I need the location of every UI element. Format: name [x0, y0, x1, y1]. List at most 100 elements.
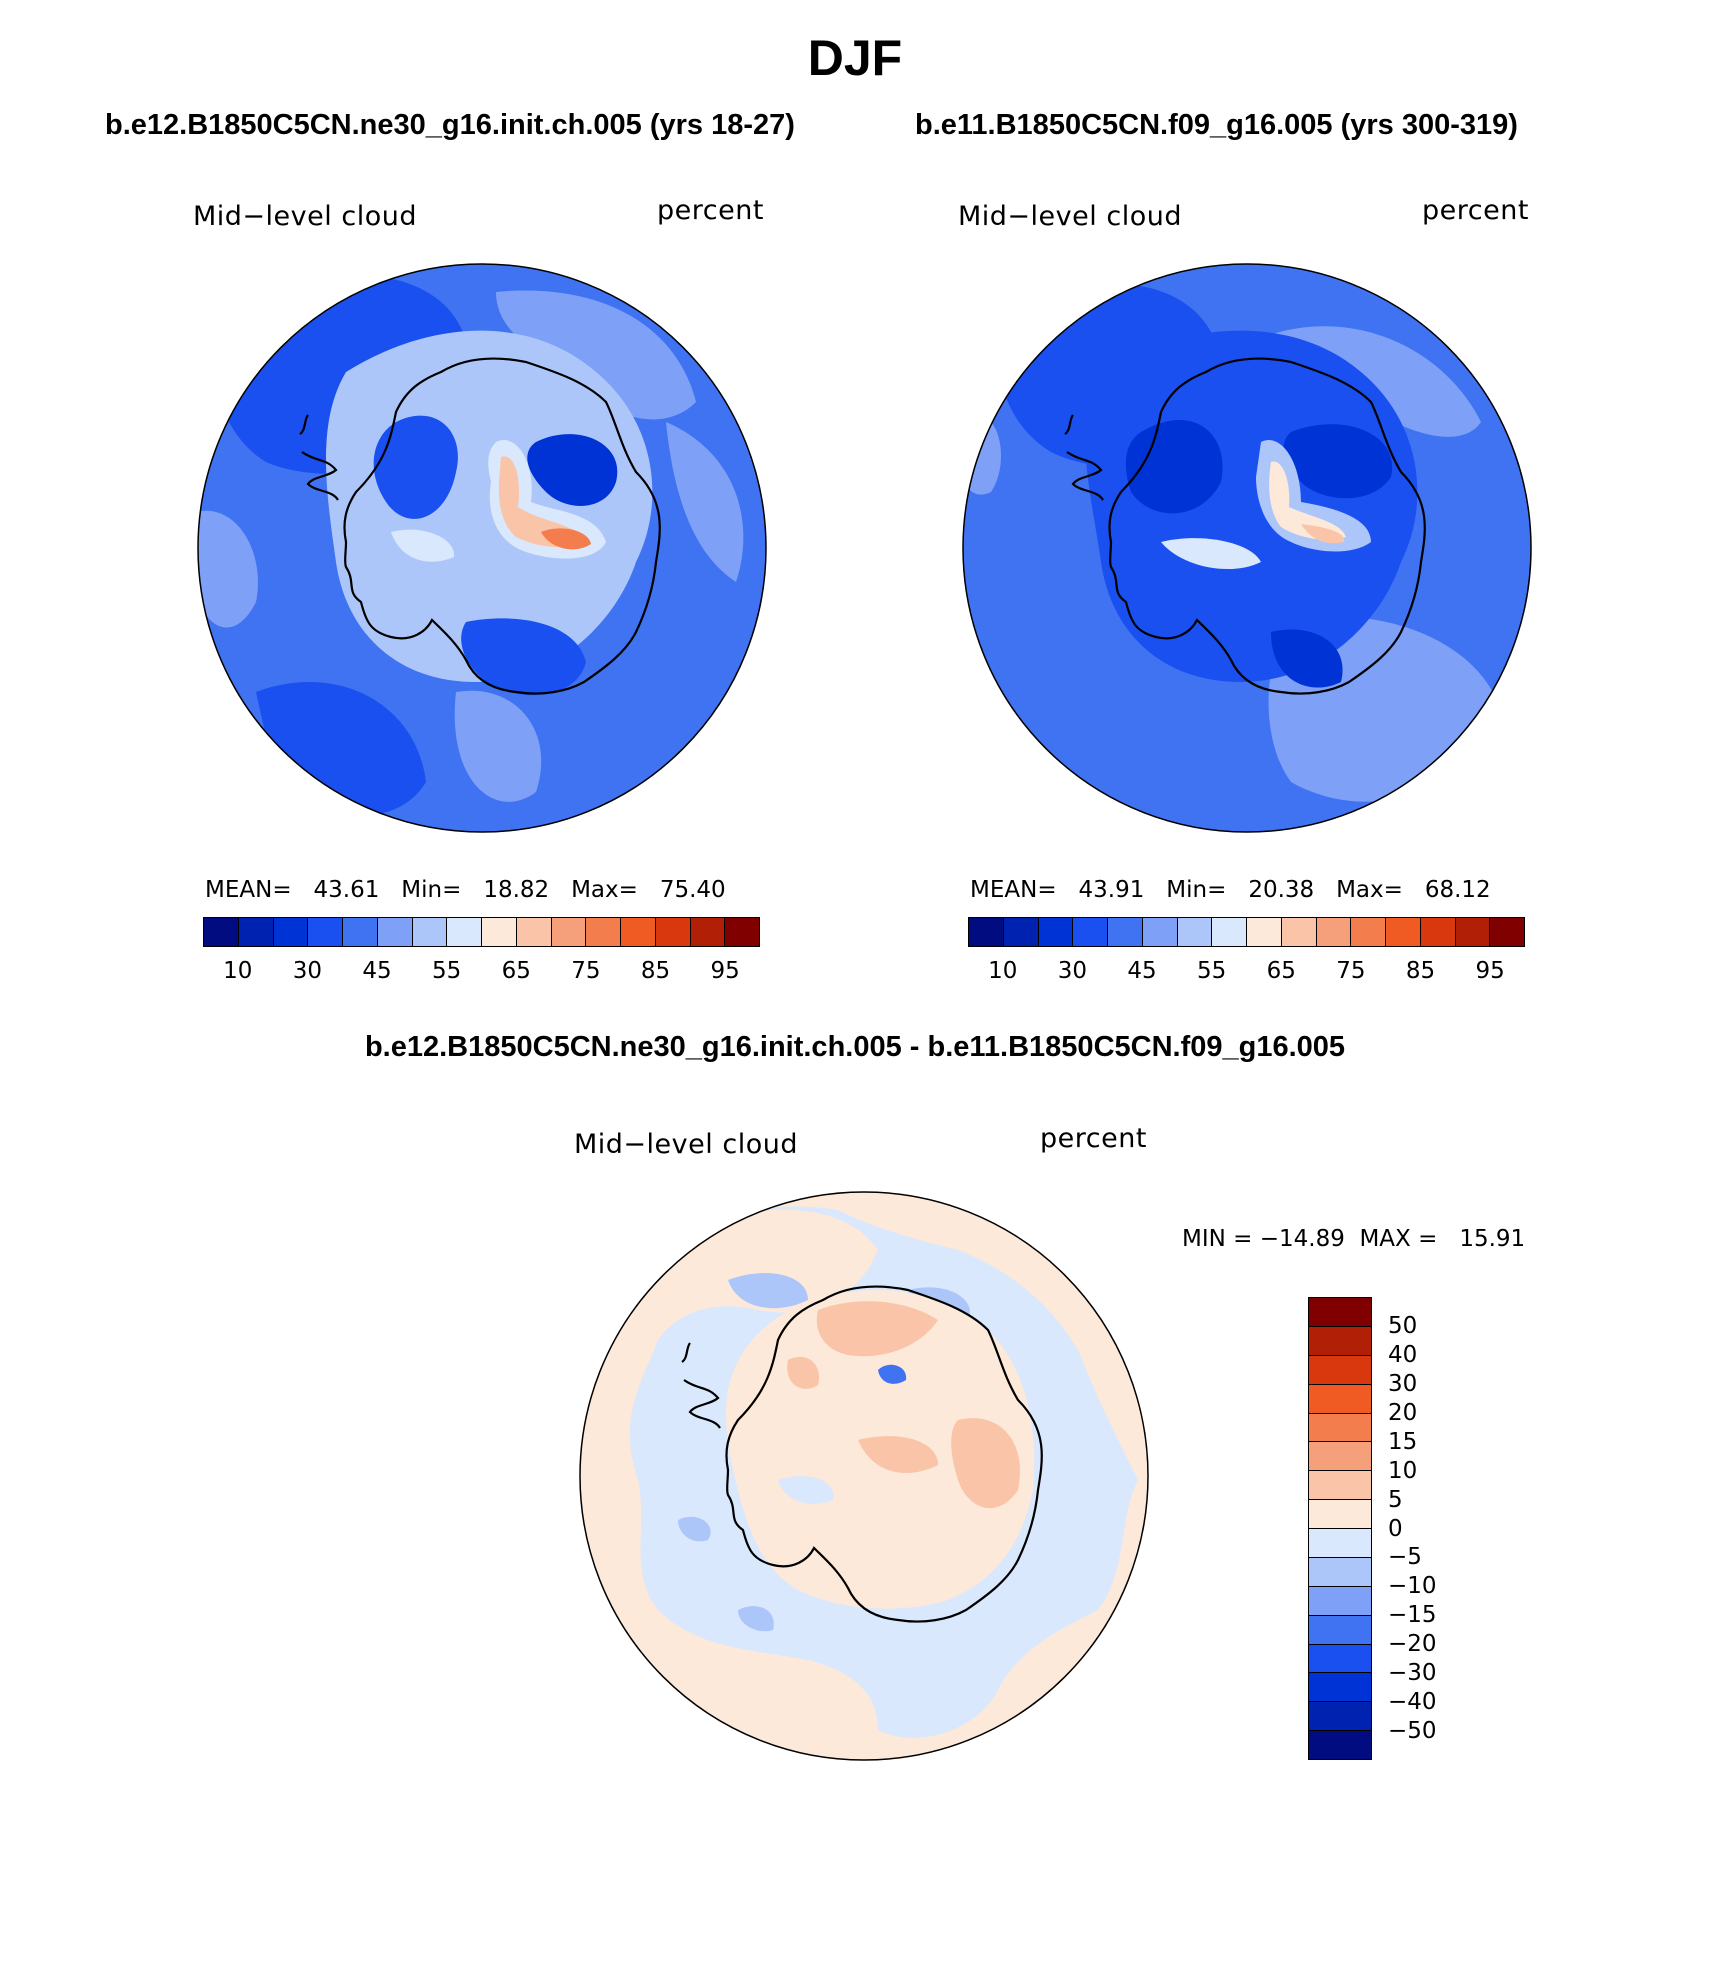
left-units-label: percent	[657, 195, 764, 226]
colorbar-swatch	[273, 918, 309, 946]
colorbar-swatch	[1177, 918, 1213, 946]
colorbar-tick-label: −40	[1388, 1689, 1437, 1716]
diff-units-label: percent	[1040, 1123, 1147, 1154]
colorbar-swatch	[1309, 1644, 1371, 1674]
colorbar-swatch	[1247, 918, 1282, 946]
left-colorbar	[203, 917, 760, 947]
colorbar-tick-label: 40	[1388, 1341, 1418, 1368]
colorbar-swatch	[690, 918, 726, 946]
colorbar-tick-label: 65	[1266, 958, 1296, 984]
colorbar-swatch	[1108, 918, 1143, 946]
colorbar-tick-label: 45	[1127, 958, 1157, 984]
colorbar-swatch	[1212, 918, 1247, 946]
colorbar-tick-label: 85	[640, 958, 671, 984]
colorbar-swatch	[1309, 1500, 1371, 1529]
diff-colorbar-labels: 50 40 30 20 15 10 5 0 −5 −10 −15 −20 −30 −40 −50	[1388, 1297, 1508, 1760]
colorbar-swatch	[1309, 1557, 1371, 1587]
colorbar-swatch	[725, 918, 759, 946]
colorbar-tick-label: 65	[501, 958, 531, 984]
colorbar-tick-label: −20	[1388, 1631, 1437, 1658]
colorbar-swatch	[1309, 1673, 1371, 1703]
colorbar-swatch	[308, 918, 343, 946]
colorbar-tick-label: 10	[223, 958, 253, 984]
colorbar-swatch	[551, 918, 587, 946]
right-colorbar	[968, 917, 1525, 947]
colorbar-swatch	[1281, 918, 1317, 946]
colorbar-tick-label: 20	[1388, 1399, 1418, 1426]
colorbar-swatch	[1309, 1731, 1371, 1759]
colorbar-swatch	[204, 918, 239, 946]
colorbar-swatch	[1003, 918, 1039, 946]
colorbar-tick-label: 50	[1388, 1312, 1418, 1339]
diff-variable-label: Mid−level cloud	[574, 1129, 798, 1160]
colorbar-swatch	[377, 918, 413, 946]
colorbar-swatch	[1316, 918, 1352, 946]
colorbar-swatch	[1038, 918, 1074, 946]
colorbar-swatch	[1142, 918, 1178, 946]
colorbar-tick-label: −30	[1388, 1660, 1437, 1687]
colorbar-swatch	[655, 918, 691, 946]
colorbar-tick-label: 5	[1388, 1486, 1403, 1513]
colorbar-tick-label: 95	[1475, 958, 1505, 984]
left-run-title: b.e12.B1850C5CN.ne30_g16.init.ch.005 (yr…	[105, 109, 795, 141]
colorbar-tick-label: −5	[1388, 1544, 1422, 1571]
colorbar-tick-label: −15	[1388, 1602, 1437, 1629]
colorbar-tick-label: 30	[1057, 958, 1088, 984]
left-variable-label: Mid−level cloud	[193, 201, 417, 232]
colorbar-swatch	[1309, 1298, 1371, 1327]
colorbar-swatch	[1309, 1413, 1371, 1443]
colorbar-swatch	[1309, 1615, 1371, 1645]
difference-title: b.e12.B1850C5CN.ne30_g16.init.ch.005 - b…	[364, 1031, 1346, 1063]
colorbar-swatch	[1309, 1471, 1371, 1501]
colorbar-tick-label: −50	[1388, 1718, 1437, 1745]
colorbar-swatch	[447, 918, 482, 946]
colorbar-tick-label: 30	[292, 958, 323, 984]
right-colorbar-labels: 10 30 45 55 65 75 85 95	[968, 958, 1525, 986]
diff-stats: MIN = −14.89 MAX = 15.91	[1182, 1226, 1526, 1252]
colorbar-tick-label: 85	[1405, 958, 1436, 984]
colorbar-swatch	[1309, 1529, 1371, 1558]
colorbar-tick-label: 10	[988, 958, 1018, 984]
colorbar-swatch	[1309, 1442, 1371, 1472]
colorbar-tick-label: 45	[362, 958, 392, 984]
difference-polar-map	[579, 1191, 1149, 1761]
left-colorbar-labels: 10 30 45 55 65 75 85 95	[203, 958, 760, 986]
colorbar-tick-label: 15	[1388, 1428, 1418, 1455]
colorbar-tick-label: 75	[571, 958, 601, 984]
colorbar-swatch	[1351, 918, 1386, 946]
colorbar-swatch	[1309, 1702, 1371, 1732]
colorbar-swatch	[969, 918, 1004, 946]
colorbar-swatch	[343, 918, 378, 946]
colorbar-swatch	[586, 918, 621, 946]
colorbar-tick-label: 75	[1336, 958, 1366, 984]
right-stats: MEAN= 43.91 Min= 20.38 Max= 68.12	[970, 877, 1491, 903]
colorbar-swatch	[1420, 918, 1456, 946]
colorbar-swatch	[1309, 1586, 1371, 1616]
colorbar-tick-label: 55	[432, 958, 462, 984]
figure-title: DJF	[807, 30, 903, 86]
right-units-label: percent	[1422, 195, 1529, 226]
colorbar-tick-label: 95	[710, 958, 740, 984]
right-variable-label: Mid−level cloud	[958, 201, 1182, 232]
colorbar-swatch	[621, 918, 656, 946]
colorbar-swatch	[1309, 1384, 1371, 1414]
right-run-title: b.e11.B1850C5CN.f09_g16.005 (yrs 300-319…	[915, 109, 1518, 141]
colorbar-swatch	[412, 918, 448, 946]
colorbar-swatch	[238, 918, 274, 946]
colorbar-tick-label: 0	[1388, 1515, 1403, 1542]
colorbar-swatch	[1386, 918, 1421, 946]
right-polar-map	[962, 263, 1532, 833]
colorbar-swatch	[1309, 1355, 1371, 1385]
diff-colorbar	[1308, 1297, 1372, 1760]
colorbar-tick-label: 10	[1388, 1457, 1418, 1484]
colorbar-swatch	[1073, 918, 1108, 946]
colorbar-tick-label: 55	[1197, 958, 1227, 984]
colorbar-tick-label: −10	[1388, 1573, 1437, 1600]
left-polar-map	[197, 263, 767, 833]
colorbar-swatch	[482, 918, 517, 946]
left-stats: MEAN= 43.61 Min= 18.82 Max= 75.40	[205, 877, 726, 903]
colorbar-swatch	[516, 918, 552, 946]
colorbar-tick-label: 30	[1388, 1370, 1418, 1397]
colorbar-swatch	[1309, 1326, 1371, 1356]
colorbar-swatch	[1455, 918, 1491, 946]
